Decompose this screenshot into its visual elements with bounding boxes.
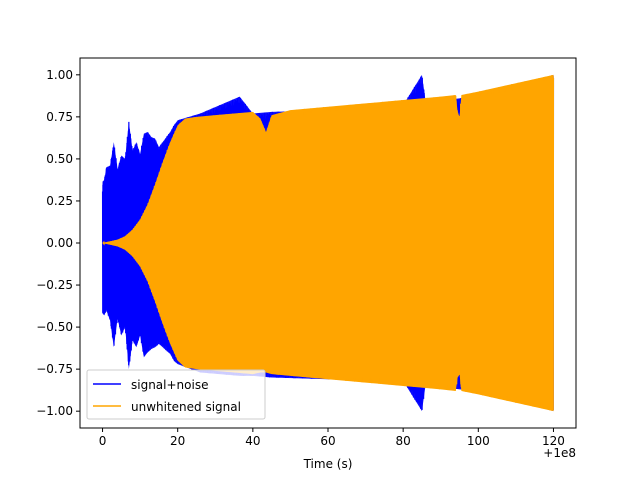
x-tick-label-6: 120	[542, 434, 565, 448]
x-tick-label-3: 60	[320, 434, 335, 448]
y-tick-label-2: −0.50	[36, 320, 73, 334]
legend-frame	[86, 369, 266, 420]
plot-area	[101, 74, 555, 412]
y-tick-label-7: 0.75	[46, 110, 73, 124]
legend-label-signal-noise: signal+noise	[131, 378, 208, 392]
x-tick-label-1: 20	[170, 434, 185, 448]
x-offset-label: +1e8	[543, 446, 576, 460]
series-line-1	[102, 75, 555, 411]
x-tick-label-4: 80	[396, 434, 411, 448]
x-tick-label-5: 100	[467, 434, 490, 448]
x-axis-label: Time (s)	[303, 457, 353, 471]
axes: 0 20 40 60 80 100 120 −1.00 −0.75 −0.50 −0.25 0.00 0…	[36, 57, 577, 448]
y-tick-label-6: 0.50	[46, 152, 73, 166]
y-tick-label-0: −1.00	[36, 404, 73, 418]
legend: signal+noise unwhitened signal	[86, 369, 266, 420]
y-tick-label-1: −0.75	[36, 362, 73, 376]
legend-label-unwhitened-signal: unwhitened signal	[131, 400, 241, 414]
series-group-1	[102, 74, 555, 412]
y-tick-label-4: 0.00	[46, 236, 73, 250]
y-tick-label-8: 1.00	[46, 68, 73, 82]
y-tick-label-5: 0.25	[46, 194, 73, 208]
y-tick-label-3: −0.25	[36, 278, 73, 292]
x-tick-label-2: 40	[245, 434, 260, 448]
x-tick-label-0: 0	[99, 434, 107, 448]
